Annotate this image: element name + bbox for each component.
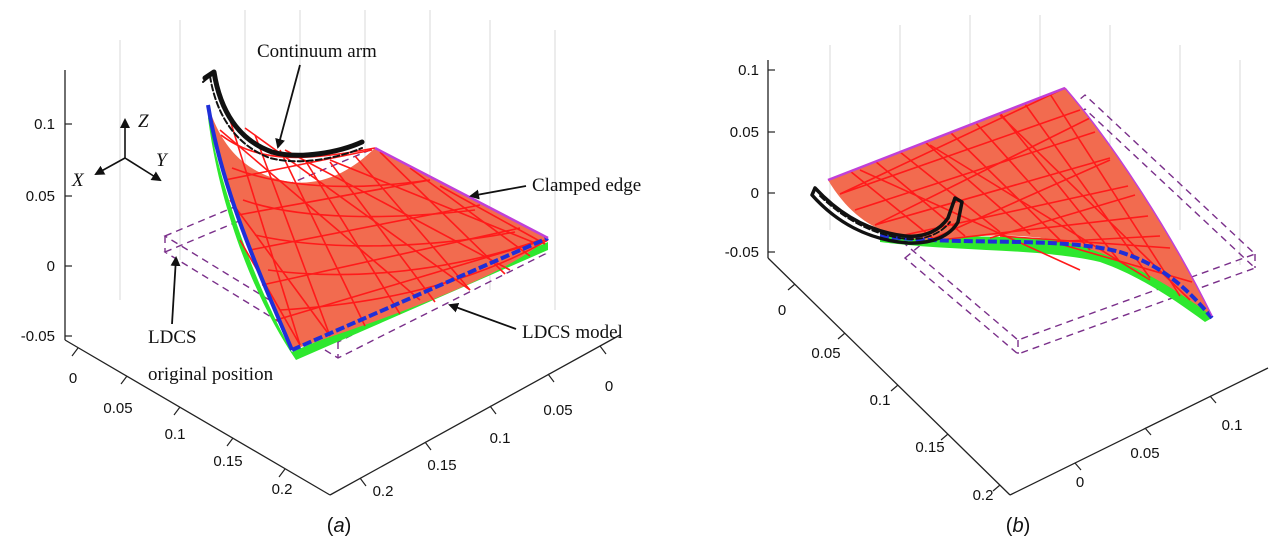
arrow-icon (448, 303, 517, 330)
mesh-edge-front (879, 234, 1214, 320)
tick-label: 0.15 (213, 453, 242, 470)
panel-a-x-tick-labels: 0 0.05 0.1 0.15 0.2 (69, 370, 293, 498)
mesh-edge-front (291, 236, 549, 352)
panel-a-z-tick-marks (65, 123, 72, 337)
panel-b-x-tick-labels: 0 0.05 0.1 0.15 0.2 (778, 302, 994, 504)
panel-b: 0.1 0.05 0 -0.05 0 0.05 0.1 0.15 0.2 0 0… (725, 15, 1269, 537)
arrow-icon (170, 256, 181, 325)
annotation-clamped-edge: Clamped edge (469, 175, 641, 200)
arrow-icon (275, 64, 301, 149)
panel-a-y-tick-labels: 0.2 0.15 0.1 0.05 0 (373, 378, 614, 500)
panel-a-x-tick-marks (71, 347, 286, 478)
tick-label: -0.05 (725, 244, 759, 261)
continuum-arm (810, 186, 964, 245)
tick-label: 0.1 (165, 426, 186, 443)
panel-b-y-tick-marks (1074, 395, 1217, 471)
tick-label: 0.1 (34, 116, 55, 133)
continuum-arm-label: Continuum arm (257, 41, 377, 62)
clamped-edge-line (827, 86, 1066, 182)
panel-b-y-tick-labels: 0 0.05 0.1 (1076, 417, 1243, 491)
ldcs-model-mesh (206, 104, 549, 360)
mesh-grid (219, 119, 549, 346)
tick-label: 0.15 (427, 457, 456, 474)
y-axis-letter: Y (156, 150, 169, 171)
mesh-surface (208, 105, 548, 350)
x-axis-letter: X (71, 170, 85, 191)
clamped-edge-label: Clamped edge (532, 175, 641, 196)
panel-b-caption: (b) (1006, 515, 1030, 537)
panel-b-z-tick-labels: 0.1 0.05 0 -0.05 (725, 62, 759, 261)
continuum-arm (202, 69, 365, 163)
ldcs-original-label-line1: LDCS (148, 327, 197, 348)
panel-a: 0.1 0.05 0 -0.05 0 0.05 0.1 0.15 0.2 (21, 10, 641, 537)
tick-label: 0.1 (490, 430, 511, 447)
ldcs-model-mesh (827, 86, 1214, 322)
clamped-edge-line (374, 146, 549, 240)
tick-label: 0 (69, 370, 77, 387)
tick-label: 0.05 (730, 124, 759, 141)
mesh-edge-right (1064, 87, 1213, 317)
tick-label: 0 (751, 185, 759, 202)
tick-label: 0.05 (811, 345, 840, 362)
tick-label: 0 (1076, 474, 1084, 491)
ldcs-model-label: LDCS model (522, 322, 623, 343)
ldcs-original-frame (903, 94, 1257, 355)
panel-a-axes (64, 70, 621, 496)
tick-label: 0 (778, 302, 786, 319)
mesh-edge-left (206, 104, 294, 351)
tick-label: 0.05 (543, 402, 572, 419)
tick-label: 0.2 (272, 481, 293, 498)
tick-label: 0.05 (1130, 445, 1159, 462)
tick-label: 0.15 (915, 439, 944, 456)
panel-b-axes (767, 60, 1269, 496)
tick-label: -0.05 (21, 328, 55, 345)
tick-label: 0.05 (103, 400, 132, 417)
tick-label: 0.1 (870, 392, 891, 409)
annotation-continuum-arm: Continuum arm (257, 41, 377, 149)
tick-label: 0.2 (973, 487, 994, 504)
panel-a-z-tick-labels: 0.1 0.05 0 -0.05 (21, 116, 55, 345)
arrow-icon (469, 185, 527, 200)
ldcs-original-label-line2: original position (148, 364, 274, 385)
tick-label: 0.1 (738, 62, 759, 79)
z-axis-letter: Z (138, 111, 149, 132)
tick-label: 0 (47, 258, 55, 275)
panel-a-y-tick-marks (359, 345, 607, 487)
tick-label: 0 (605, 378, 613, 395)
mesh-grid (839, 87, 1193, 301)
tick-label: 0.1 (1222, 417, 1243, 434)
annotation-ldcs-original: LDCS original position (148, 256, 274, 385)
panel-a-caption: (a) (327, 515, 351, 537)
tick-label: 0.05 (26, 188, 55, 205)
coordinate-triad-icon: Z X Y (71, 111, 169, 191)
annotation-ldcs-model: LDCS model (448, 303, 623, 343)
panel-b-z-tick-marks (768, 69, 775, 253)
panel-b-x-tick-marks (787, 283, 1001, 492)
tick-label: 0.2 (373, 483, 394, 500)
panel-a-grid (64, 10, 556, 340)
